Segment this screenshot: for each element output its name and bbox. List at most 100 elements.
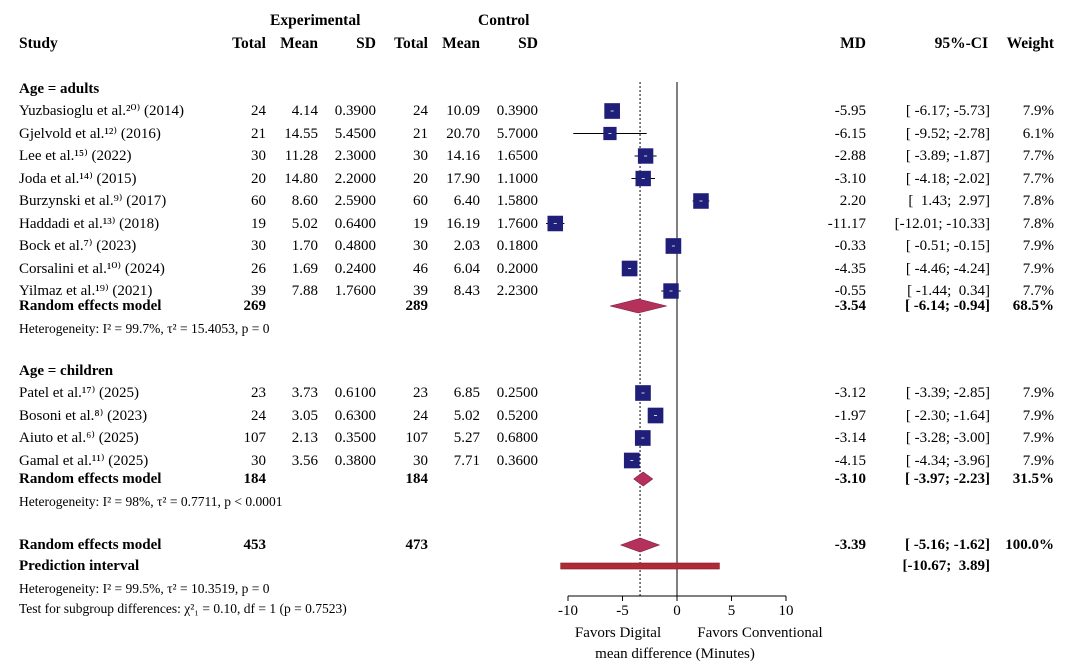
header-exp-total: Total — [232, 35, 266, 52]
study-exp-mean: 14.80 — [284, 171, 318, 187]
study-exp-mean: 3.05 — [291, 408, 318, 424]
study-weight: 7.9% — [1022, 103, 1054, 119]
study-exp-sd: 0.3500 — [334, 430, 376, 446]
study-study-name: Haddadi et al.¹³⁾ (2018) — [19, 216, 160, 232]
subgroup-difference-test: Test for subgroup differences: χ²₁ = 0.1… — [19, 601, 347, 616]
study-weight: 6.1% — [1022, 126, 1054, 142]
study-ctrl-sd: 0.6800 — [496, 430, 538, 446]
study-ctrl-sd: 1.1000 — [496, 171, 538, 187]
study-ctrl-mean: 6.04 — [453, 261, 480, 277]
study-exp-sd: 0.3900 — [334, 103, 376, 119]
study-md: -6.15 — [834, 126, 866, 142]
favors-conventional-label: Favors Conventional — [697, 625, 823, 641]
study-exp-total: 24 — [251, 408, 266, 424]
study-ci: [ -4.46; -4.24] — [905, 261, 990, 277]
study-exp-sd: 2.5900 — [334, 193, 376, 209]
subgroup-model-ctrl-total: 184 — [405, 471, 429, 487]
study-ctrl-sd: 5.7000 — [496, 126, 538, 142]
study-md: -0.33 — [834, 238, 866, 254]
study-ctrl-mean: 6.85 — [453, 385, 480, 401]
study-ci: [ -4.34; -3.96] — [905, 453, 990, 469]
study-ctrl-sd: 0.3900 — [496, 103, 538, 119]
x-tick-label: -10 — [558, 603, 578, 619]
study-ctrl-total: 30 — [413, 238, 428, 254]
study-exp-sd: 0.4800 — [334, 238, 376, 254]
study-exp-sd: 0.3800 — [334, 453, 376, 469]
study-md: 2.20 — [839, 193, 866, 209]
study-md: -4.35 — [834, 261, 866, 277]
subgroup-model-md: -3.54 — [834, 298, 866, 314]
header-experimental: Experimental — [270, 12, 361, 29]
study-exp-sd: 0.2400 — [334, 261, 376, 277]
study-exp-sd: 0.6300 — [334, 408, 376, 424]
study-ctrl-total: 30 — [413, 148, 428, 164]
header-exp-mean: Mean — [280, 35, 318, 52]
study-ctrl-sd: 0.5200 — [496, 408, 538, 424]
x-axis-label: mean difference (Minutes) — [595, 646, 755, 662]
subgroup-model-weight: 68.5% — [1012, 298, 1054, 314]
study-exp-sd: 5.4500 — [334, 126, 376, 142]
study-ci: [-12.01; -10.33] — [894, 216, 990, 232]
overall-model-label: Random effects model — [19, 537, 162, 553]
heterogeneity-adults: Heterogeneity: I² = 99.7%, τ² = 15.4053,… — [19, 321, 270, 336]
subgroup-model-weight: 31.5% — [1012, 471, 1054, 487]
study-ctrl-sd: 0.1800 — [496, 238, 538, 254]
study-ctrl-mean: 5.27 — [453, 430, 480, 446]
heterogeneity-children: Heterogeneity: I² = 98%, τ² = 0.7711, p … — [19, 494, 283, 509]
study-study-name: Yilmaz et al.¹⁹⁾ (2021) — [19, 283, 153, 299]
study-ctrl-sd: 1.7600 — [496, 216, 538, 232]
header-weight: Weight — [1006, 35, 1054, 52]
favors-digital-label: Favors Digital — [574, 625, 662, 641]
study-exp-sd: 1.7600 — [334, 283, 376, 299]
x-tick-label: 0 — [673, 603, 681, 619]
header-ctrl-total: Total — [394, 35, 428, 52]
header-exp-sd: SD — [356, 35, 376, 52]
study-ci: [ -1.44; 0.34] — [907, 283, 990, 299]
study-study-name: Lee et al.¹⁵⁾ (2022) — [19, 148, 132, 164]
study-ctrl-total: 30 — [413, 453, 428, 469]
overall-weight: 100.0% — [1005, 537, 1054, 553]
subgroup-model-ci: [ -6.14; -0.94] — [905, 298, 990, 314]
study-ctrl-total: 23 — [413, 385, 428, 401]
study-ctrl-mean: 2.03 — [453, 238, 480, 254]
study-ctrl-total: 20 — [413, 171, 428, 187]
header-md: MD — [840, 35, 866, 52]
heterogeneity-overall: Heterogeneity: I² = 99.5%, τ² = 10.3519,… — [19, 581, 270, 596]
study-md: -3.10 — [834, 171, 866, 187]
study-exp-total: 26 — [251, 261, 266, 277]
study-study-name: Yuzbasioglu et al.²⁰⁾ (2014) — [19, 103, 184, 119]
section-title-adults: Age = adults — [19, 81, 100, 97]
study-exp-sd: 0.6400 — [334, 216, 376, 232]
study-weight: 7.9% — [1022, 408, 1054, 424]
study-ci: [ -4.18; -2.02] — [905, 171, 990, 187]
study-exp-total: 21 — [251, 126, 266, 142]
study-ctrl-mean: 8.43 — [453, 283, 480, 299]
x-tick-label: 5 — [728, 603, 736, 619]
study-study-name: Aiuto et al.⁶⁾ (2025) — [19, 430, 139, 446]
study-ctrl-sd: 1.6500 — [496, 148, 538, 164]
study-exp-total: 39 — [251, 283, 266, 299]
study-exp-mean: 3.73 — [291, 385, 318, 401]
subgroup-model-ctrl-total: 289 — [405, 298, 429, 314]
overall-ci: [ -5.16; -1.62] — [905, 537, 990, 553]
study-weight: 7.7% — [1022, 283, 1054, 299]
subgroup-model-md: -3.10 — [834, 471, 866, 487]
study-ctrl-total: 21 — [413, 126, 428, 142]
subgroup-diamond-children — [633, 471, 654, 487]
study-weight: 7.7% — [1022, 171, 1054, 187]
study-weight: 7.7% — [1022, 148, 1054, 164]
study-md: -3.12 — [834, 385, 866, 401]
study-ci: [ -3.89; -1.87] — [905, 148, 990, 164]
study-md: -11.17 — [827, 216, 866, 232]
study-ctrl-mean: 20.70 — [446, 126, 480, 142]
subgroup-model-exp-total: 184 — [243, 471, 267, 487]
study-ctrl-sd: 1.5800 — [496, 193, 538, 209]
study-ctrl-mean: 6.40 — [453, 193, 480, 209]
study-exp-total: 24 — [251, 103, 266, 119]
subgroup-diamond-adults — [610, 298, 667, 314]
overall-exp-total: 453 — [243, 537, 267, 553]
study-ctrl-total: 19 — [413, 216, 428, 232]
study-ctrl-sd: 2.2300 — [496, 283, 538, 299]
study-exp-mean: 3.56 — [291, 453, 318, 469]
